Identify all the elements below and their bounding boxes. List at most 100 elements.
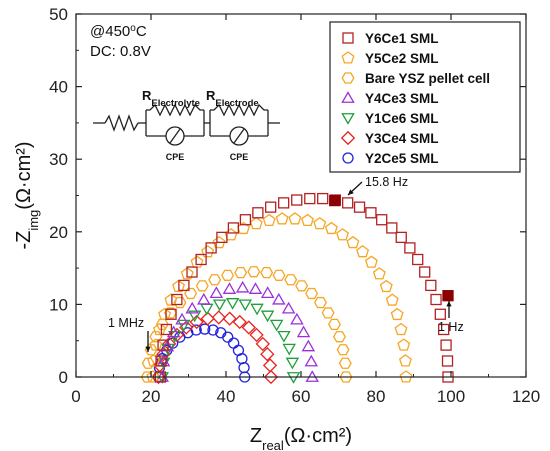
data-point [278,197,290,209]
data-point [430,293,442,306]
x-tick-label: 100 [437,387,465,406]
data-point [434,308,446,320]
data-point [285,357,300,370]
data-point [238,299,252,312]
data-point [190,324,202,336]
data-point [394,322,408,336]
highlight-point [442,290,454,302]
data-point [232,314,247,330]
y-tick-label: 10 [49,295,68,314]
data-point [187,310,202,323]
data-point [179,320,194,335]
data-point [227,222,240,234]
series-y5ce2-sml [146,212,413,383]
y-axis-title: -Zimg(Ω·cm²) [13,141,41,249]
condition-dc: DC: 0.8V [90,43,151,60]
data-point [209,286,224,298]
data-point [252,207,264,219]
data-point [186,266,198,278]
x-tick-label: 60 [292,387,311,406]
electrolyte-label: RElectrolyte [142,88,200,109]
data-point [216,231,228,244]
data-point [222,282,237,294]
x-tick-label: 20 [142,387,161,406]
data-point [296,325,311,338]
x-tick-label: 0 [71,387,80,406]
series-resistor [104,114,139,132]
data-point [290,312,304,325]
legend-label: Y1Ce6 SML [365,111,439,126]
y-tick-label: 40 [49,78,68,97]
data-point [199,323,211,335]
legend-marker [342,32,354,44]
data-point [185,301,199,314]
data-point [205,242,217,254]
data-point [180,267,194,280]
highlight-point [329,194,341,207]
data-point [353,201,366,213]
data-point [169,327,185,343]
data-point [336,344,350,356]
data-point [249,327,264,343]
data-point [288,212,302,225]
data-point [390,307,404,321]
data-point [379,279,393,293]
data-point [385,293,399,306]
arrow-15-8hz-head [348,189,354,195]
data-point [149,338,163,351]
data-point [250,303,264,316]
data-point [222,331,234,343]
data-point [260,310,275,323]
condition-temperature: @450oC [90,23,147,41]
data-point [262,358,278,373]
data-point [222,311,237,326]
data-point [404,242,416,254]
series-bare-ysz-pellet-cell [140,266,353,383]
legend-marker [341,91,355,103]
electrolyte-cpe-label: CPE [166,152,185,162]
data-point [301,339,316,352]
data-point [284,274,298,286]
data-point [238,362,250,374]
y-tick-label: 20 [49,223,68,242]
electrode-resistor [210,103,268,117]
annotation-15-8hz: 15.8 Hz [365,175,408,189]
legend-label: Bare YSZ pellet cell [365,71,490,86]
legend-marker [341,113,355,125]
legend-box [329,21,521,173]
data-point [291,194,303,206]
data-point [286,372,301,384]
data-point [304,354,319,367]
data-point [398,354,412,367]
data-point [153,322,166,336]
data-point [156,347,171,362]
equivalent-circuit: RElectrolyte CPE RElectrode CPE [93,88,280,162]
data-point [189,314,204,330]
legend-marker [340,130,356,146]
data-point [247,266,261,278]
data-point [419,266,431,278]
data-point [177,319,191,332]
legend-label: Y3Ce4 SML [365,131,439,146]
x-axis-title: Zreal(Ω·cm²) [250,425,352,451]
data-point [386,222,398,234]
data-point [269,319,284,332]
data-point [221,269,235,281]
legend-label: Y6Ce1 SML [365,31,439,46]
data-point [440,339,452,351]
plot-area [140,192,454,385]
data-point [332,331,346,343]
data-point [195,253,207,266]
x-tick-label: 120 [512,387,540,406]
data-point [158,307,172,321]
data-point [441,355,454,367]
electrode-label: RElectrode [206,88,259,109]
annotations: @450oC DC: 0.8V RElectrolyte CPE RElectrode C… [90,23,464,352]
data-point [212,299,227,312]
data-point [228,337,240,349]
data-point [321,307,335,319]
data-point [399,370,413,383]
x-tick-label: 80 [367,387,386,406]
legend-label: Y5Ce2 SML [365,51,439,66]
data-point [313,216,327,230]
